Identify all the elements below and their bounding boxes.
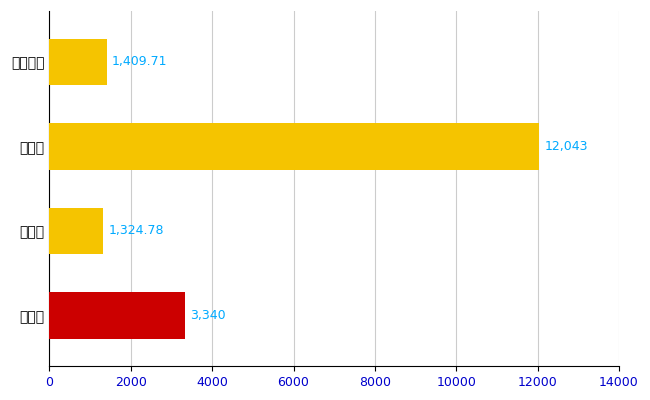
- Text: 3,340: 3,340: [190, 309, 226, 322]
- Bar: [49, 38, 107, 85]
- Text: 1,324.78: 1,324.78: [109, 224, 164, 238]
- Bar: [49, 123, 540, 170]
- Bar: [49, 208, 103, 254]
- Text: 12,043: 12,043: [544, 140, 588, 153]
- Text: 1,409.71: 1,409.71: [112, 55, 167, 68]
- Bar: [49, 292, 185, 339]
